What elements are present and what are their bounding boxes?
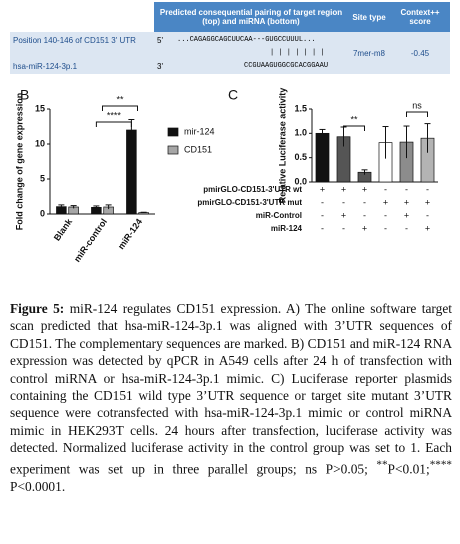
condition-sign: -	[405, 184, 408, 194]
caption-label: Figure 5:	[10, 301, 65, 316]
target-label: Position 140-146 of CD151 3' UTR	[10, 32, 154, 48]
caption-sup: **	[376, 458, 388, 471]
y-tick-label: 0	[40, 208, 45, 218]
significance-label: **	[116, 94, 124, 104]
strand-end: 5'	[154, 32, 174, 48]
condition-sign: -	[426, 184, 429, 194]
site-type: 7mer-m8	[348, 32, 390, 74]
y-tick-label: 1.5	[294, 103, 307, 113]
significance-label: **	[350, 114, 358, 124]
legend-label: CD151	[184, 144, 212, 154]
caption-text: P<0.0001.	[10, 478, 66, 494]
condition-sign: -	[405, 223, 408, 233]
y-axis-label: Relative Luciferase activity	[277, 88, 287, 204]
x-tick-label: Blank	[52, 216, 75, 243]
significance-bracket	[406, 111, 428, 117]
caption-text: P<0.01;	[387, 461, 430, 477]
y-tick-label: 15	[35, 103, 45, 113]
significance-bracket	[102, 105, 138, 111]
sequence: CCGUAAGUGGCGCACGGAAU	[174, 58, 348, 74]
score: -0.45	[390, 32, 450, 74]
condition-sign: -	[363, 210, 366, 220]
condition-sign: +	[404, 210, 409, 220]
legend-swatch	[167, 127, 179, 137]
condition-sign: +	[425, 197, 430, 207]
condition-sign: +	[341, 184, 346, 194]
y-tick-label: 10	[35, 138, 45, 148]
condition-sign: +	[362, 223, 367, 233]
y-tick-label: 5	[40, 173, 45, 183]
legend-swatch	[167, 145, 179, 155]
condition-sign: +	[320, 184, 325, 194]
y-axis-label: Fold change of gene expression	[14, 93, 24, 231]
header-cell: Predicted consequential pairing of targe…	[154, 2, 348, 32]
y-tick-label: 1.0	[294, 128, 307, 138]
condition-sign: -	[384, 210, 387, 220]
condition-sign: -	[384, 223, 387, 233]
condition-label: pmirGLO-CD151-3'UTR mut	[197, 198, 302, 207]
legend-label: mir-124	[184, 126, 215, 136]
header-cell: Context++ score	[390, 2, 450, 32]
significance-bracket	[343, 125, 365, 131]
x-tick-label: miR-124	[116, 217, 144, 251]
mirna-label: hsa-miR-124-3p.1	[10, 58, 154, 74]
condition-sign: +	[341, 210, 346, 220]
caption: Figure 5: miR-124 regulates CD151 expres…	[10, 300, 452, 495]
condition-sign: -	[342, 223, 345, 233]
condition-sign: +	[425, 223, 430, 233]
target-table: Predicted consequential pairing of targe…	[10, 2, 450, 74]
caption-sup: ****	[429, 458, 452, 471]
strand-end: 3'	[154, 58, 174, 74]
bar	[315, 132, 330, 183]
condition-label: pmirGLO-CD151-3'UTR wt	[203, 185, 302, 194]
condition-sign: -	[321, 197, 324, 207]
bar	[126, 129, 137, 215]
condition-sign: -	[426, 210, 429, 220]
x-tick-label: miR-control	[72, 217, 109, 264]
panel-label: B	[20, 87, 29, 103]
condition-sign: +	[362, 184, 367, 194]
condition-sign: -	[384, 184, 387, 194]
condition-sign: -	[342, 197, 345, 207]
condition-sign: -	[363, 197, 366, 207]
sequence: ...CAGAGGCAGCUUCAA---GUGCCUUUL...	[174, 32, 348, 48]
condition-sign: -	[321, 223, 324, 233]
condition-label: miR-124	[271, 224, 303, 233]
condition-sign: +	[383, 197, 388, 207]
condition-label: miR-Control	[256, 211, 302, 220]
condition-sign: -	[321, 210, 324, 220]
condition-sign: +	[404, 197, 409, 207]
panel-label: C	[228, 87, 238, 103]
caption-text: miR-124 regulates CD151 expression. A) T…	[10, 301, 452, 477]
header-cell: Site type	[348, 2, 390, 32]
y-tick-label: 0.0	[294, 176, 307, 186]
significance-label: ns	[412, 100, 422, 110]
y-tick-label: 0.5	[294, 152, 307, 162]
pairing: | | | | | | |	[174, 48, 348, 58]
significance-label: ****	[107, 110, 122, 120]
significance-bracket	[95, 121, 132, 127]
